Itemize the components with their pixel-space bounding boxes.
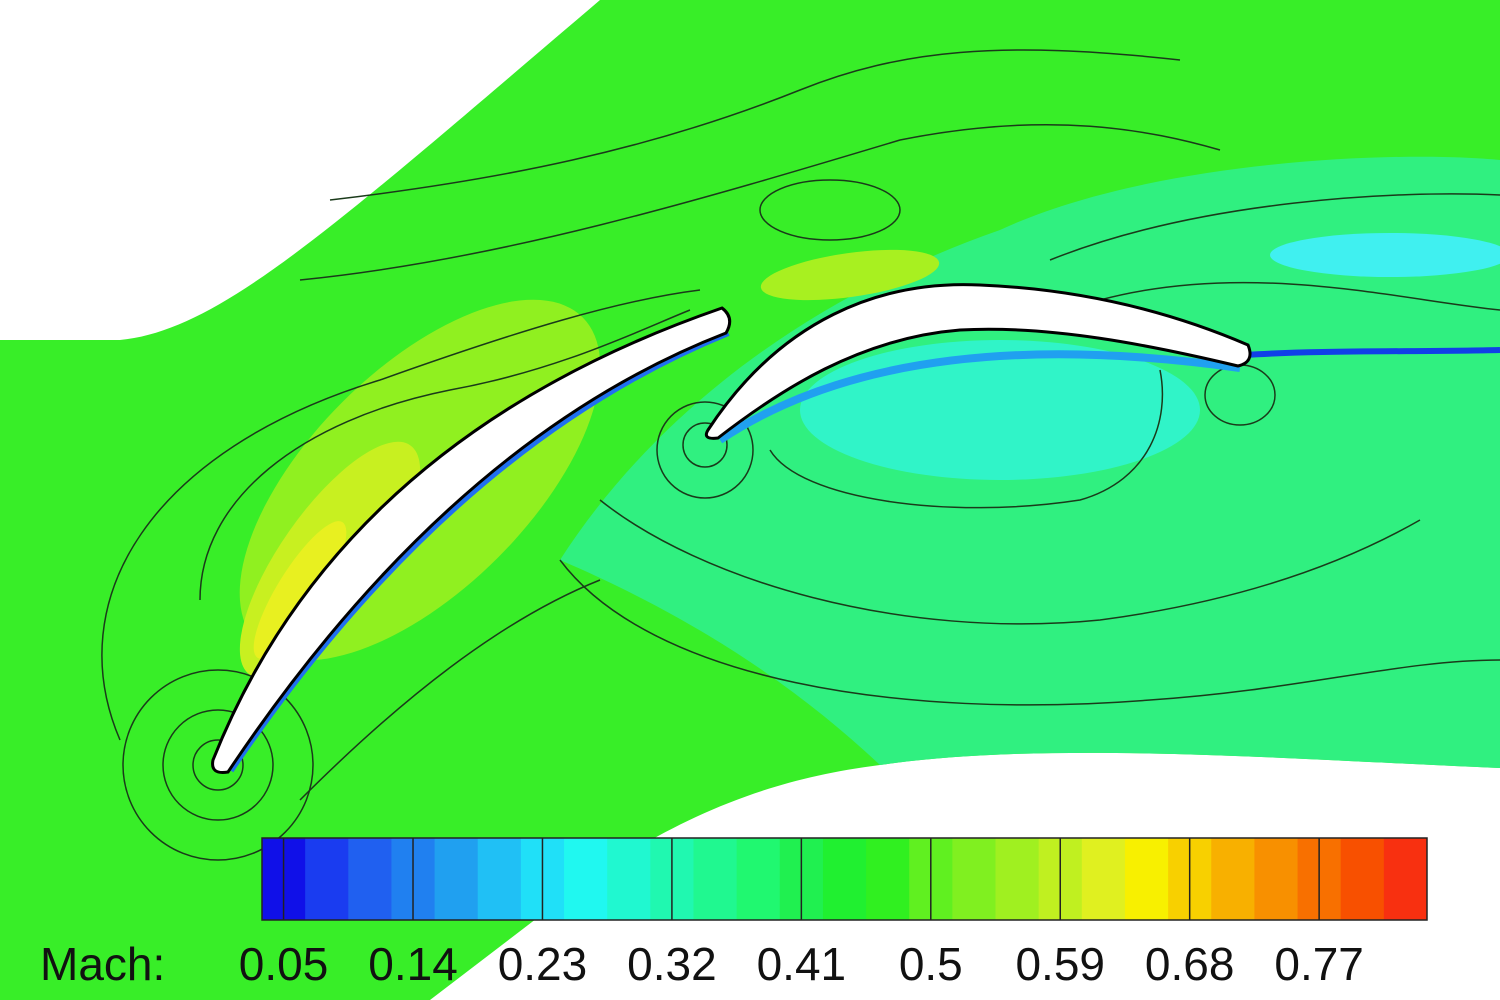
contour-line (122, 669, 314, 861)
colorbar-tick-label: 0.77 (1274, 938, 1364, 990)
contour-line (329, 49, 1181, 201)
contour-line (192, 739, 244, 791)
colorbar-label: Mach: (40, 938, 165, 990)
contour-line (1099, 281, 1500, 311)
blade (211, 306, 732, 774)
contour-line (769, 369, 1164, 509)
colorbar-band (1254, 838, 1299, 920)
colorbar-band (434, 838, 479, 920)
colorbar-band (1124, 838, 1169, 920)
contour-line (1049, 193, 1500, 261)
contour-line (682, 422, 728, 468)
colorbar-band (952, 838, 997, 920)
colorbar-tick-label: 0.41 (757, 938, 847, 990)
contour-line (101, 289, 701, 741)
colorbar-band (305, 838, 349, 920)
contour-line (162, 709, 274, 821)
contour-line (199, 309, 691, 601)
colorbar-tick-label: 0.32 (627, 938, 717, 990)
colorbar-band (1081, 838, 1126, 920)
colorbar-frame (261, 837, 1428, 921)
contour-line (299, 579, 601, 801)
contour-line (559, 559, 1500, 706)
contour-line (599, 499, 1421, 625)
colorbar-tick-label: 0.5 (899, 938, 963, 990)
wake-line (1244, 347, 1500, 358)
colorbar-band (822, 838, 867, 920)
colorbar-band (693, 838, 738, 920)
colorbar-band (1340, 838, 1385, 920)
colorbar-band (564, 838, 608, 920)
colorbar-band (1211, 838, 1255, 920)
colorbar-band (477, 838, 522, 920)
high-mach-region (253, 521, 347, 659)
colorbar-band (995, 838, 1040, 920)
colorbar-band (866, 838, 910, 920)
low-mach-region (800, 340, 1200, 480)
contour-line (759, 179, 901, 241)
colorbar-tick-label: 0.05 (239, 938, 329, 990)
colorbar-tick-label: 0.23 (498, 938, 588, 990)
colorbar-tick-label: 0.59 (1015, 938, 1105, 990)
boundary-layer (717, 350, 1241, 444)
colorbar-band (607, 838, 651, 920)
colorbar-tick-label: 0.14 (368, 938, 458, 990)
high-mach-region (760, 249, 940, 301)
contour-line (299, 123, 1221, 281)
low-mach-region (1270, 233, 1500, 277)
colorbar-tick-label: 0.68 (1145, 938, 1235, 990)
colorbar-band (736, 838, 781, 920)
colorbar-band (1383, 838, 1428, 920)
blade (704, 283, 1252, 440)
contour-line (656, 401, 754, 499)
colorbar-band (348, 838, 392, 920)
